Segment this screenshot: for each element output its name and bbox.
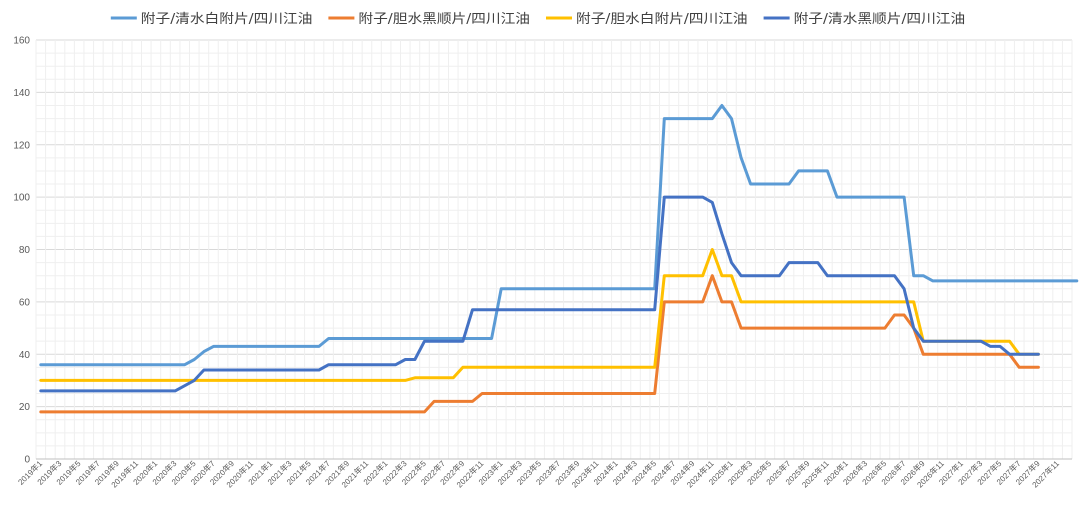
legend: 附子/清水白附片/四川江油 附子/胆水黑顺片/四川江油 附子/胆水白附片/四川江油 附… xyxy=(110,11,966,27)
y-tick-label: 120 xyxy=(13,140,30,151)
series-lines xyxy=(39,104,1079,414)
series-line-2 xyxy=(39,274,1040,414)
y-tick-label: 100 xyxy=(13,193,30,204)
y-tick-label: 60 xyxy=(19,297,31,308)
grid xyxy=(35,39,1073,460)
legend-label-1: 附子/清水白附片/四川江油 xyxy=(141,11,313,27)
y-tick-label: 0 xyxy=(24,455,30,466)
series-line-4 xyxy=(39,195,1040,393)
series-line-3 xyxy=(39,248,1040,382)
y-tick-label: 40 xyxy=(19,350,31,361)
y-tick-label: 140 xyxy=(13,88,30,99)
legend-label-2: 附子/胆水黑顺片/四川江油 xyxy=(358,12,530,27)
y-tick-label: 160 xyxy=(13,36,30,47)
series-line-1 xyxy=(39,104,1079,367)
legend-label-3: 附子/胆水白附片/四川江油 xyxy=(576,11,748,27)
y-tick-label: 20 xyxy=(19,402,31,413)
y-tick-label: 80 xyxy=(19,245,31,256)
legend-label-4: 附子/清水黑顺片/四川江油 xyxy=(794,12,966,27)
